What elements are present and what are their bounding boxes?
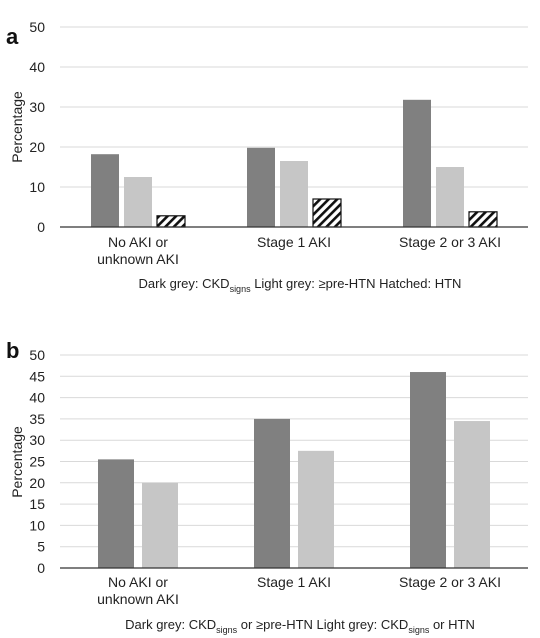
category-label: Stage 1 AKI [257,234,331,250]
y-tick-label: 30 [29,432,45,448]
bar-dark [91,154,119,227]
bar-dark [98,459,134,568]
category-label: No AKI or [108,574,168,590]
bar-light [298,450,334,568]
legend-note-b-part2: or ≥pre-HTN Light grey: CKD [237,617,408,632]
y-tick-label: 10 [29,179,45,195]
y-tick-label: 5 [37,539,45,555]
bars-a [91,99,498,228]
category-label: Stage 2 or 3 AKI [399,234,501,250]
bar-light [124,177,152,227]
y-tick-label: 50 [29,347,45,363]
bar-hatched [312,198,342,228]
legend-note-b: Dark grey: CKDsigns or ≥pre-HTN Light gr… [125,617,475,635]
y-tick-label: 0 [37,560,45,576]
legend-note-b-sub2: signs [408,625,430,635]
panel-letter-b: b [6,338,19,363]
chart-panel-b: b Percentage 0 5 10 15 20 25 30 35 40 45 50 No AKI… [6,338,528,635]
bar-dark [403,99,431,227]
bar-light [454,421,490,568]
bars-b [98,372,490,568]
y-tick-label: 40 [29,390,45,406]
y-tick-label: 15 [29,496,45,512]
y-axis-label-a: Percentage [9,91,25,163]
bar-light [142,482,178,568]
bar-light [436,167,464,227]
bar-dark [410,372,446,568]
legend-note-a-sub1: signs [230,284,252,294]
legend-note-a-part1: Dark grey: CKD [139,276,230,291]
y-tick-label: 40 [29,59,45,75]
bar-hatched [468,211,498,228]
category-label: unknown AKI [97,251,179,267]
bar-hatched [156,215,186,228]
category-label: Stage 1 AKI [257,574,331,590]
panel-letter-a: a [6,24,19,49]
legend-note-b-part1: Dark grey: CKD [125,617,216,632]
legend-note-a-part2: Light grey: ≥pre-HTN Hatched: HTN [251,276,462,291]
y-tick-label: 35 [29,411,45,427]
y-tick-label: 45 [29,368,45,384]
category-label: unknown AKI [97,591,179,607]
legend-note-b-sub1: signs [216,625,238,635]
y-tick-label: 10 [29,517,45,533]
y-tick-label: 20 [29,139,45,155]
legend-note-a: Dark grey: CKDsigns Light grey: ≥pre-HTN… [139,276,462,294]
category-label: No AKI or [108,234,168,250]
y-tick-label: 30 [29,99,45,115]
gridlines-b [60,354,528,548]
bar-light [280,161,308,227]
category-label: Stage 2 or 3 AKI [399,574,501,590]
y-tick-label: 20 [29,475,45,491]
y-axis-label-b: Percentage [9,426,25,498]
y-tick-label: 50 [29,19,45,35]
legend-note-b-part3: or HTN [429,617,475,632]
y-tick-label: 25 [29,454,45,470]
y-tick-label: 0 [37,219,45,235]
bar-dark [254,418,290,568]
y-tick-labels-b: 0 5 10 15 20 25 30 35 40 45 50 [29,347,45,576]
y-tick-labels-a: 0 10 20 30 40 50 [29,19,45,235]
bar-dark [247,147,275,227]
chart-panel-a: a Percentage 0 10 20 30 40 50 No AKI orunknow… [6,19,528,294]
